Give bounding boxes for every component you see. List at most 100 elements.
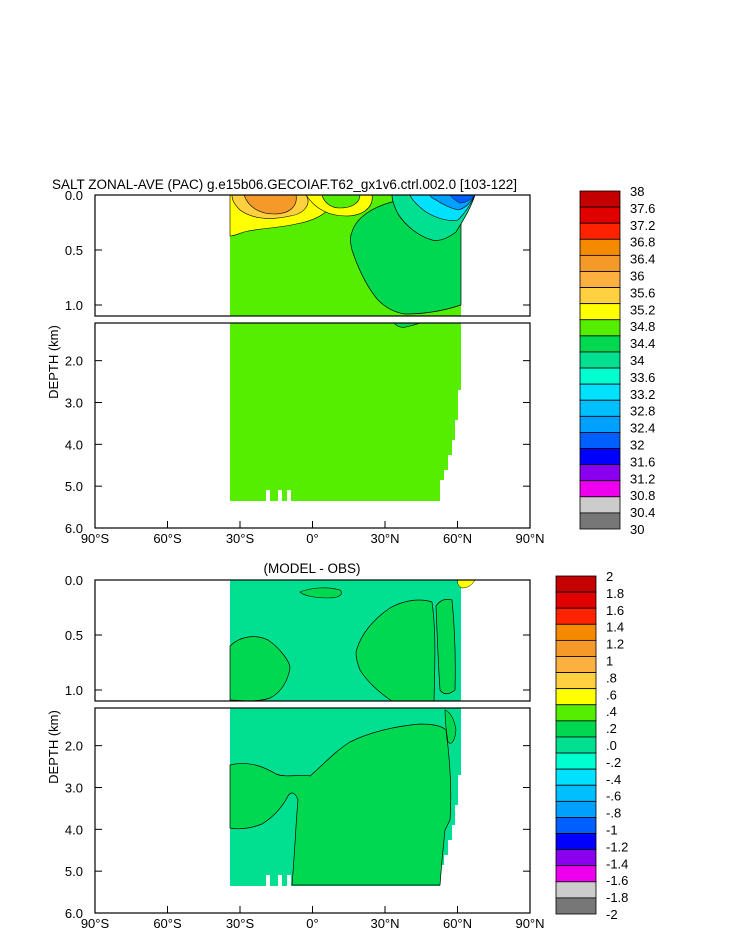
panel-a-y-tick-label: 6.0 [65,521,83,536]
panel-a-upper-plot [229,195,476,316]
panel-a-colorbar-label: 32 [630,438,644,453]
panel-b-y-tick-label: 2.0 [65,739,83,754]
panel-a-colorbar-label: 33.2 [630,387,655,402]
panel-a-colorbar-swatch [579,254,621,272]
panel-a-colorbar-swatch [579,271,621,288]
panel-a-colorbar-swatch [579,383,621,401]
panel-a-salinity-core [243,195,297,215]
panel-b-colorbar-swatch [555,688,597,706]
panel-b-colorbar-label: .2 [606,721,617,736]
panel-b-bottom-notch-2 [278,875,282,887]
panel-b-lower-plot [229,708,461,887]
panel-a-colorbar-label: 32.8 [630,404,655,419]
panel-b-colorbar-label: -.6 [606,789,621,804]
panel-a-colorbar-swatch [579,496,621,514]
panel-a-colorbar-swatch [579,190,621,208]
panel-b-colorbar-swatch [555,672,597,690]
panel-b-colorbar-label: 1.8 [606,586,624,601]
panel-a-colorbar-swatch [579,512,621,530]
panel-a-colorbar-swatch [579,287,621,305]
panel-a-colorbar-swatch [579,367,621,385]
panel-a-colorbar-swatch [579,351,621,369]
panel-a-colorbar-swatch [579,222,621,240]
panel-b-colorbar-swatch [555,607,597,625]
panel-a-colorbar-label: 30 [630,522,644,537]
panel-b-x-tick-label: 90°S [81,916,110,931]
panel-a-colorbar-swatch [579,415,621,433]
panel-a-colorbar-label: 30.8 [630,488,655,503]
panel-b-colorbar-label: 2 [606,569,613,584]
panel-b-colorbar-swatch [555,833,597,851]
panel-a-colorbar-label: 38 [630,184,644,199]
panel-a-axes: 90°S 60°S 30°S 0° 30°N 60°N 90°N 0.0 0.5 1.0 2.0 3.… [65,188,545,546]
panel-b-y-axis-label: DEPTH (km) [46,710,61,784]
panel-b-colorbar-swatch [555,800,597,818]
panel-b-colorbar-label: 1.6 [606,603,624,618]
panel-b-colorbar-swatch [555,591,597,609]
panel-b-colorbar-swatch [555,720,597,738]
panel-b-colorbar-label: -1.4 [606,856,628,871]
panel-b-colorbar-swatch [555,639,597,657]
panel-b-positive-bias-northern [355,599,436,701]
panel-b-colorbar-label: -1.2 [606,839,628,854]
panel-b-colorbar-swatch [555,784,597,802]
panel-b-colorbar-label: 1.2 [606,637,624,652]
panel-a-salinity-zone-34-8-eq [321,195,361,209]
panel-b-colorbar-swatch [555,736,597,754]
panel-a-y-tick-label: 5.0 [65,479,83,494]
panel-a-colorbar-swatch [579,448,621,466]
panel-b-colorbar-label: .4 [606,704,617,719]
panel-b-upper-plot [229,580,476,701]
panel-b-x-tick-label: 60°S [153,916,182,931]
panel-b-colorbar-label: -1 [606,823,618,838]
panel-b-x-tick-label: 90°N [515,916,544,931]
panel-a-colorbar-swatch [579,432,621,449]
panel-b-colorbar-swatch [555,656,597,673]
panel-a-colorbar-label: 37.2 [630,218,655,233]
panel-a-x-tick-label: 60°N [443,531,472,546]
panel-b-y-tick-label: 1.0 [65,683,83,698]
panel-b-y-tick-label: 5.0 [65,864,83,879]
panel-a-lower-plot [230,323,461,502]
panel-b-surface-bias-max [457,580,476,589]
panel-a-colorbar-label: 37.6 [630,201,655,216]
panel-a-x-tick-label: 60°S [153,531,182,546]
panel-b-colorbar-swatch [555,752,597,770]
panel-b-deep-positive-bias [229,723,452,886]
panel-b-title: (MODEL - OBS) [263,561,360,576]
panel-a-colorbar-label: 32.4 [630,421,655,436]
panel-a-colorbar-label: 36.8 [630,235,655,250]
panel-b-colorbar-swatch [555,817,597,834]
panel-b-colorbar-label: -.2 [606,755,621,770]
panel-a-colorbar-swatch [579,399,621,417]
panel-b-bottom-notch-3 [287,875,291,887]
panel-b-x-tick-label: 30°S [226,916,255,931]
panel-a-x-tick-label: 90°N [515,531,544,546]
panel-b-colorbar-label: -1.8 [606,890,628,905]
panel-a-colorbar-swatch [579,303,621,321]
panel-b-upper-deep-bias-north [444,709,457,744]
panel-b-colorbar-swatch [555,881,597,899]
panel-a-colorbar-label: 34.4 [630,336,655,351]
panel-b-positive-bias-subarctic [435,598,456,695]
panel-b-colorbar-label: -.8 [606,806,621,821]
panel-a-colorbar-swatch [579,480,621,498]
panel-b-y-tick-label: 4.0 [65,822,83,837]
panel-b-colorbar-label: -1.6 [606,873,628,888]
panel-b-colorbar-label: 1.4 [606,620,624,635]
panel-b-colorbar-label: .8 [606,670,617,685]
panel-b-y-tick-label: 0.5 [65,628,83,643]
panel-a-bottom-notch-2 [278,490,282,502]
panel-b-x-tick-label: 0° [306,916,318,931]
panel-a-colorbar-label: 35.6 [630,285,655,300]
panel-a-colorbar-label: 35.2 [630,302,655,317]
panel-b-colorbar-swatch [555,865,597,883]
panel-a-fresh-surface-minimum [449,195,476,204]
panel-a-x-tick-label: 90°S [81,531,110,546]
panel-b-colorbar: 21.81.61.41.21.8.6.4.2.0-.2-.4-.6-.8-1-1… [555,569,628,922]
panel-b-colorbar-swatch [555,849,597,867]
panel-b-upper-frame [94,579,531,702]
panel-b-colorbar-swatch [555,623,597,641]
